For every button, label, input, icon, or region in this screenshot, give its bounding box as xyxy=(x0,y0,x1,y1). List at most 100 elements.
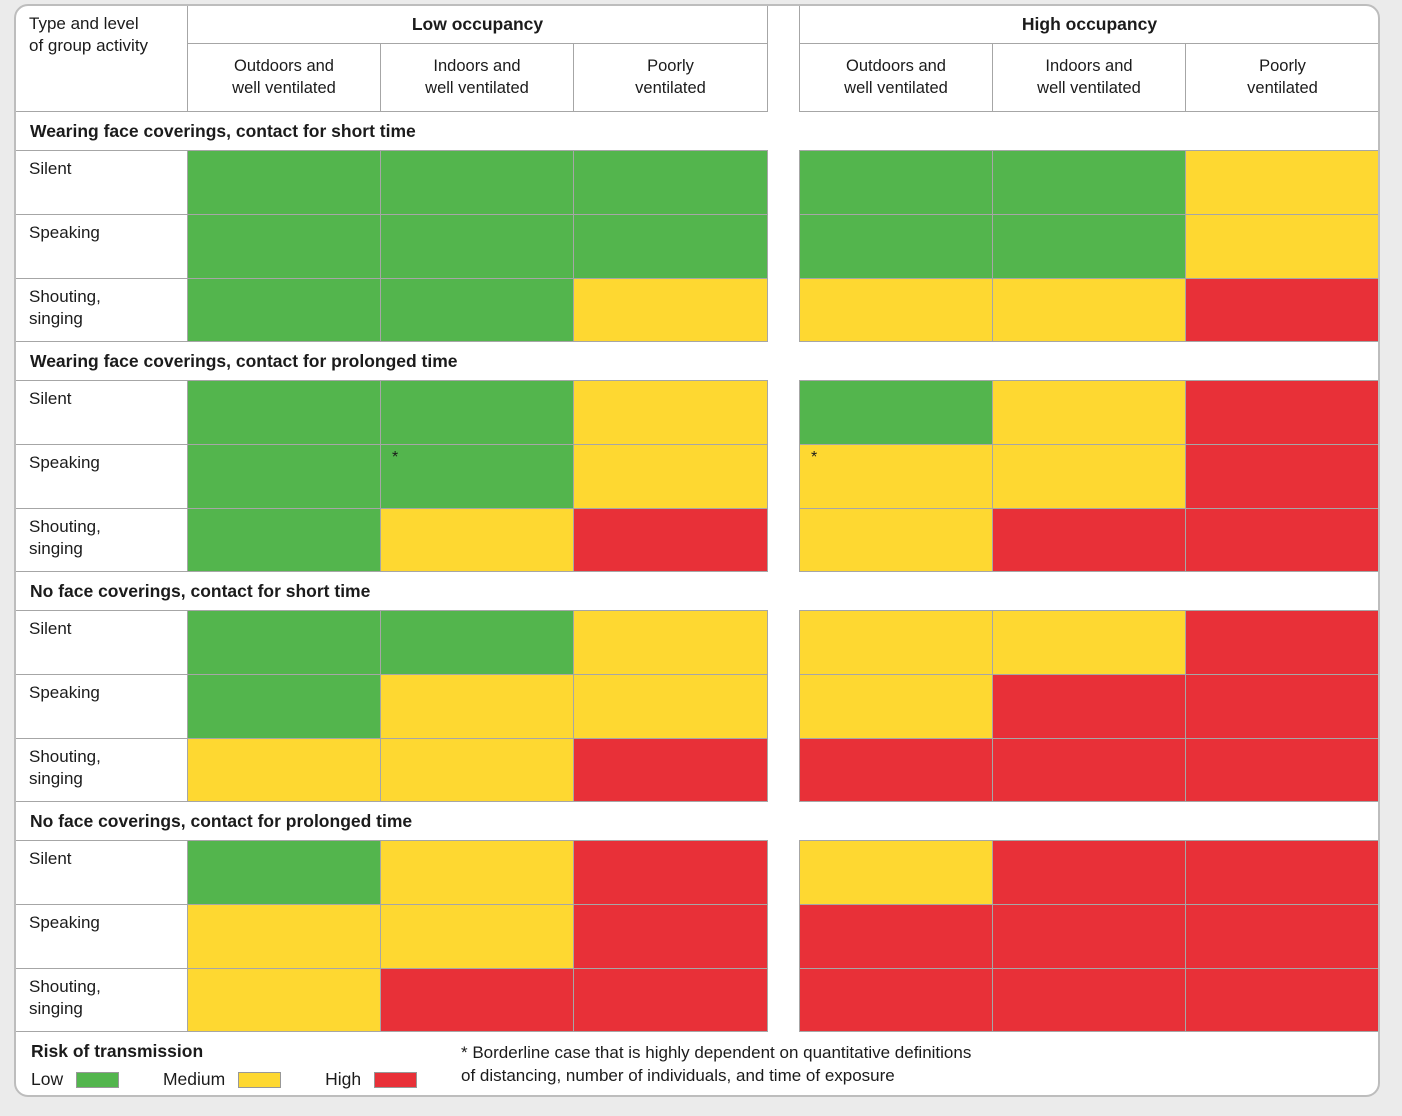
risk-cell xyxy=(993,444,1186,508)
risk-cell xyxy=(381,674,574,738)
risk-cell xyxy=(800,904,993,968)
risk-cell xyxy=(574,674,767,738)
column-gap xyxy=(767,508,800,572)
risk-cell xyxy=(800,214,993,278)
column-header: Poorly ventilated xyxy=(1186,44,1378,112)
risk-cell xyxy=(1186,380,1378,444)
risk-cell xyxy=(574,738,767,802)
risk-cell xyxy=(574,278,767,342)
activity-label: Speaking xyxy=(16,674,188,738)
column-gap xyxy=(767,904,800,968)
activity-label-text: Silent xyxy=(29,389,72,408)
section-title: No face coverings, contact for short tim… xyxy=(30,581,371,601)
table-row: Speaking xyxy=(16,674,1378,738)
corner-header-line: of group activity xyxy=(29,36,149,56)
risk-cell xyxy=(574,214,767,278)
table-row: Speaking xyxy=(16,904,1378,968)
table-row: Shouting, singing xyxy=(16,738,1378,802)
risk-cell xyxy=(993,674,1186,738)
risk-cell xyxy=(188,968,381,1032)
risk-cell xyxy=(800,380,993,444)
risk-cell xyxy=(381,840,574,904)
legend-items: Low Medium High xyxy=(31,1069,461,1090)
legend-title: Risk of transmission xyxy=(31,1041,204,1061)
column-gap xyxy=(767,840,800,904)
header-column-gap xyxy=(767,6,800,112)
group-header-high-occupancy: High occupancy xyxy=(800,6,1378,44)
table-row: Shouting, singing xyxy=(16,968,1378,1032)
table-row: Silent xyxy=(16,380,1378,444)
risk-cell xyxy=(993,214,1186,278)
risk-cell xyxy=(993,738,1186,802)
column-header-line: Outdoors and xyxy=(234,56,334,75)
risk-cell xyxy=(993,508,1186,572)
risk-cell xyxy=(800,508,993,572)
section-title: No face coverings, contact for prolonged… xyxy=(30,811,413,831)
column-header-line: well ventilated xyxy=(232,78,336,97)
corner-header-line: Type and level xyxy=(29,14,139,33)
column-header-line: Poorly xyxy=(1259,56,1306,75)
legend: Risk of transmission Low Medium High xyxy=(31,1041,461,1093)
risk-cell xyxy=(993,610,1186,674)
column-header-line: well ventilated xyxy=(425,78,529,97)
risk-cell xyxy=(188,214,381,278)
activity-label-text: Silent xyxy=(29,849,72,868)
legend-band: Risk of transmission Low Medium High * Bor… xyxy=(16,1032,1378,1093)
risk-cell xyxy=(574,904,767,968)
risk-cell xyxy=(574,508,767,572)
risk-cell xyxy=(188,278,381,342)
risk-cell xyxy=(1186,508,1378,572)
table-body: Wearing face coverings, contact for shor… xyxy=(16,112,1378,1032)
table-row: Silent xyxy=(16,610,1378,674)
legend-label-high: High xyxy=(325,1069,362,1089)
column-header: Outdoors and well ventilated xyxy=(800,44,993,112)
risk-cell xyxy=(1186,904,1378,968)
column-gap xyxy=(767,444,800,508)
table-row: Shouting, singing xyxy=(16,278,1378,342)
column-header-line: Poorly xyxy=(647,56,694,75)
risk-cell xyxy=(1186,738,1378,802)
risk-cell xyxy=(1186,674,1378,738)
activity-label-text: Silent xyxy=(29,159,72,178)
activity-label-text: Speaking xyxy=(29,453,100,472)
column-header-line: Indoors and xyxy=(433,56,521,75)
activity-label-text: Speaking xyxy=(29,913,100,932)
legend-label-low: Low xyxy=(31,1069,64,1089)
footnote-line: of distancing, number of individuals, an… xyxy=(461,1065,895,1085)
activity-label-text: Shouting, singing xyxy=(29,747,101,789)
table-row: Speaking xyxy=(16,214,1378,278)
risk-cell xyxy=(381,968,574,1032)
risk-cell xyxy=(381,150,574,214)
activity-label: Silent xyxy=(16,150,188,214)
activity-label: Speaking xyxy=(16,444,188,508)
risk-cell xyxy=(188,610,381,674)
activity-label: Silent xyxy=(16,380,188,444)
footnote-line: * Borderline case that is highly depende… xyxy=(461,1043,972,1062)
column-header-line: Outdoors and xyxy=(846,56,946,75)
risk-cell xyxy=(188,508,381,572)
activity-label: Shouting, singing xyxy=(16,278,188,342)
risk-cell xyxy=(1186,968,1378,1032)
risk-cell xyxy=(800,610,993,674)
risk-cell xyxy=(800,150,993,214)
column-header: Indoors and well ventilated xyxy=(381,44,574,112)
risk-cell xyxy=(574,610,767,674)
column-gap xyxy=(767,278,800,342)
risk-cell xyxy=(800,968,993,1032)
group-header-low-occupancy: Low occupancy xyxy=(188,6,767,44)
column-gap xyxy=(767,150,800,214)
column-header-line: well ventilated xyxy=(1037,78,1141,97)
risk-cell xyxy=(381,610,574,674)
table-row: Shouting, singing xyxy=(16,508,1378,572)
risk-cell xyxy=(1186,444,1378,508)
activity-label: Speaking xyxy=(16,214,188,278)
column-header-line: ventilated xyxy=(635,78,706,97)
column-gap xyxy=(767,214,800,278)
column-header-line: Indoors and xyxy=(1045,56,1133,75)
risk-cell xyxy=(381,904,574,968)
risk-cell xyxy=(993,380,1186,444)
risk-cell xyxy=(1186,840,1378,904)
risk-cell xyxy=(993,278,1186,342)
table-row: Speaking * * xyxy=(16,444,1378,508)
legend-swatch-medium xyxy=(238,1071,282,1088)
